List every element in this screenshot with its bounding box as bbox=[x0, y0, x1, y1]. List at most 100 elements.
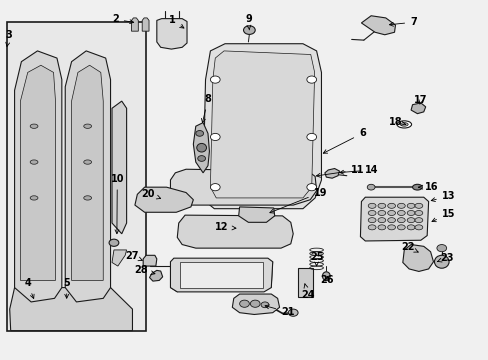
Ellipse shape bbox=[377, 203, 385, 208]
Ellipse shape bbox=[377, 211, 385, 216]
Ellipse shape bbox=[306, 134, 316, 140]
Text: 20: 20 bbox=[141, 189, 161, 199]
Polygon shape bbox=[142, 18, 149, 31]
Polygon shape bbox=[170, 258, 272, 292]
Ellipse shape bbox=[387, 211, 395, 216]
Text: 18: 18 bbox=[388, 117, 405, 127]
Polygon shape bbox=[149, 270, 163, 281]
Text: 21: 21 bbox=[264, 305, 294, 317]
Polygon shape bbox=[324, 168, 339, 178]
Ellipse shape bbox=[30, 124, 38, 129]
Ellipse shape bbox=[407, 218, 414, 223]
Polygon shape bbox=[15, 51, 61, 302]
Text: 28: 28 bbox=[134, 265, 155, 275]
Text: 1: 1 bbox=[169, 15, 183, 28]
Ellipse shape bbox=[407, 211, 414, 216]
Ellipse shape bbox=[243, 26, 255, 35]
Text: 9: 9 bbox=[244, 14, 251, 30]
Text: 27: 27 bbox=[124, 251, 142, 261]
Bar bbox=[298, 268, 312, 297]
Polygon shape bbox=[143, 255, 157, 266]
Ellipse shape bbox=[436, 244, 446, 252]
Ellipse shape bbox=[377, 225, 385, 230]
Ellipse shape bbox=[367, 211, 375, 216]
Polygon shape bbox=[361, 16, 395, 35]
Polygon shape bbox=[135, 187, 193, 212]
Ellipse shape bbox=[195, 131, 203, 136]
Text: 22: 22 bbox=[401, 242, 417, 252]
Ellipse shape bbox=[210, 134, 220, 140]
Bar bbox=[180, 262, 263, 288]
Bar bbox=[7, 22, 146, 330]
Ellipse shape bbox=[377, 218, 385, 223]
Polygon shape bbox=[232, 294, 279, 315]
Ellipse shape bbox=[367, 218, 375, 223]
Ellipse shape bbox=[407, 203, 414, 208]
Ellipse shape bbox=[367, 203, 375, 208]
Ellipse shape bbox=[83, 124, 91, 129]
Ellipse shape bbox=[414, 225, 422, 230]
Ellipse shape bbox=[412, 184, 422, 190]
Ellipse shape bbox=[197, 156, 205, 161]
Ellipse shape bbox=[433, 255, 448, 268]
Text: 26: 26 bbox=[320, 275, 333, 285]
Text: 16: 16 bbox=[418, 182, 437, 192]
Ellipse shape bbox=[400, 123, 407, 126]
Ellipse shape bbox=[387, 218, 395, 223]
Polygon shape bbox=[112, 250, 126, 266]
Polygon shape bbox=[112, 101, 126, 234]
Text: 2: 2 bbox=[112, 14, 133, 24]
Ellipse shape bbox=[210, 76, 220, 83]
Ellipse shape bbox=[407, 225, 414, 230]
Text: 11: 11 bbox=[316, 165, 364, 177]
Text: 3: 3 bbox=[6, 30, 13, 46]
Text: 17: 17 bbox=[413, 95, 427, 105]
Text: 12: 12 bbox=[215, 222, 235, 232]
Ellipse shape bbox=[250, 300, 260, 307]
Polygon shape bbox=[71, 65, 103, 280]
Polygon shape bbox=[238, 207, 274, 222]
Ellipse shape bbox=[239, 300, 249, 307]
Text: 7: 7 bbox=[388, 17, 416, 27]
Text: 25: 25 bbox=[309, 252, 323, 266]
Polygon shape bbox=[20, 65, 55, 280]
Text: 8: 8 bbox=[201, 94, 211, 123]
Ellipse shape bbox=[414, 218, 422, 223]
Ellipse shape bbox=[30, 160, 38, 164]
Ellipse shape bbox=[387, 225, 395, 230]
Ellipse shape bbox=[397, 225, 405, 230]
Polygon shape bbox=[193, 123, 209, 173]
Polygon shape bbox=[65, 51, 110, 302]
Text: 6: 6 bbox=[323, 129, 365, 153]
Ellipse shape bbox=[396, 121, 411, 128]
Ellipse shape bbox=[397, 211, 405, 216]
Polygon shape bbox=[157, 19, 186, 49]
Ellipse shape bbox=[83, 160, 91, 164]
Ellipse shape bbox=[30, 196, 38, 200]
Text: 14: 14 bbox=[339, 165, 378, 175]
Ellipse shape bbox=[109, 239, 119, 246]
Polygon shape bbox=[402, 244, 433, 271]
Ellipse shape bbox=[387, 203, 395, 208]
Text: 24: 24 bbox=[301, 284, 314, 300]
Ellipse shape bbox=[83, 196, 91, 200]
Text: 4: 4 bbox=[24, 278, 34, 298]
Ellipse shape bbox=[210, 184, 220, 191]
Ellipse shape bbox=[261, 302, 268, 308]
Text: 19: 19 bbox=[269, 188, 326, 213]
Polygon shape bbox=[131, 18, 138, 31]
Text: 15: 15 bbox=[431, 209, 454, 222]
Ellipse shape bbox=[366, 184, 374, 190]
Ellipse shape bbox=[288, 309, 298, 316]
Ellipse shape bbox=[306, 184, 316, 191]
Ellipse shape bbox=[414, 211, 422, 216]
Ellipse shape bbox=[397, 203, 405, 208]
Polygon shape bbox=[203, 44, 321, 209]
Polygon shape bbox=[210, 51, 314, 198]
Text: 10: 10 bbox=[110, 174, 124, 234]
Ellipse shape bbox=[367, 225, 375, 230]
Ellipse shape bbox=[322, 272, 329, 280]
Text: 13: 13 bbox=[430, 191, 454, 202]
Ellipse shape bbox=[397, 218, 405, 223]
Text: 23: 23 bbox=[437, 253, 453, 263]
